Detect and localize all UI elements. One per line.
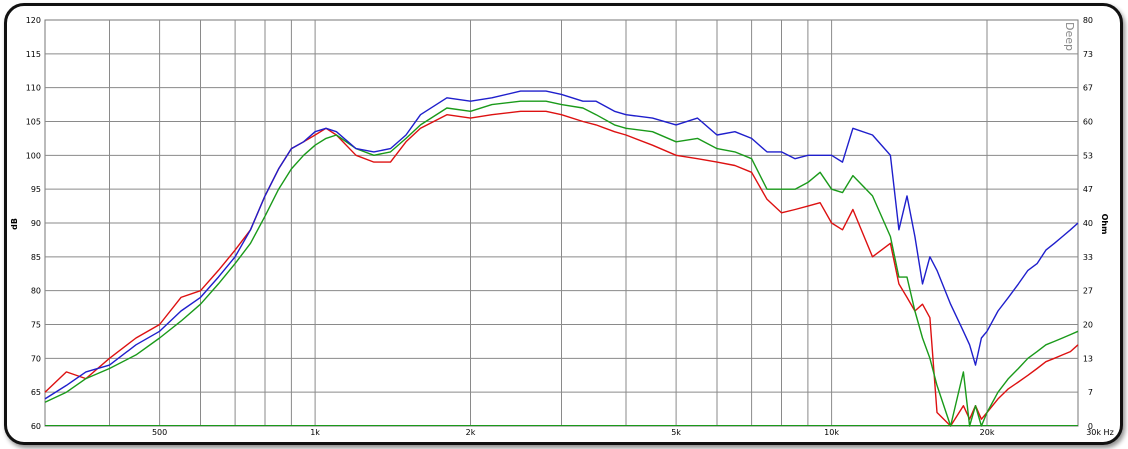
x-tick-label: 20k (980, 428, 995, 437)
y-axis-label: dB (10, 218, 19, 230)
y-right-tick-label: 40 (1083, 219, 1093, 228)
y-right-tick-label: 20 (1083, 321, 1093, 330)
grid (45, 20, 1078, 426)
y-right-tick-label: 0 (1088, 422, 1093, 431)
y-tick-label: 70 (31, 354, 41, 363)
series-line-1 (44, 90, 1079, 400)
y-tick-label: 100 (26, 151, 41, 160)
y-tick-label: 85 (31, 253, 41, 262)
series-lines (44, 90, 1079, 427)
y-right-tick-label: 67 (1083, 84, 1093, 93)
y-right-tick-label: 13 (1083, 354, 1093, 363)
x-tick-label: 10k (824, 428, 839, 437)
y-tick-label: 75 (31, 321, 41, 330)
y-right-tick-label: 53 (1083, 151, 1093, 160)
y-right-axis-label: Ohm (1100, 214, 1109, 235)
y-axis-ticks: 60 65 70 75 80 85 90 95 100 105 110 115 120 (26, 16, 41, 431)
y-right-tick-label: 80 (1083, 16, 1093, 25)
y-tick-label: 115 (26, 50, 41, 59)
y-tick-label: 110 (26, 84, 41, 93)
y-tick-label: 105 (26, 118, 41, 127)
y-right-tick-label: 60 (1083, 118, 1093, 127)
y-right-tick-label: 33 (1083, 253, 1093, 262)
x-tick-label: 1k (310, 428, 320, 437)
series-line-2 (44, 100, 1079, 427)
x-tick-label: 5k (671, 428, 681, 437)
y-tick-label: 60 (31, 422, 41, 431)
y-tick-label: 95 (31, 185, 41, 194)
x-tick-label: 500 (152, 428, 167, 437)
x-axis-ticks: 500 1k 2k 5k 10k 20k 30k Hz (152, 428, 1114, 437)
y-right-tick-label: 47 (1083, 185, 1093, 194)
y-right-axis-ticks: 0 7 13 20 27 33 40 47 53 60 67 73 80 (1083, 16, 1093, 431)
y-tick-label: 90 (31, 219, 41, 228)
y-right-tick-label: 7 (1088, 388, 1093, 397)
watermark: Deep (1063, 22, 1076, 51)
x-tick-label: 30k Hz (1086, 428, 1114, 437)
y-right-tick-label: 73 (1083, 50, 1093, 59)
y-tick-label: 120 (26, 16, 41, 25)
y-tick-label: 65 (31, 388, 41, 397)
y-right-tick-label: 27 (1083, 287, 1093, 296)
y-tick-label: 80 (31, 287, 41, 296)
x-tick-label: 2k (466, 428, 476, 437)
